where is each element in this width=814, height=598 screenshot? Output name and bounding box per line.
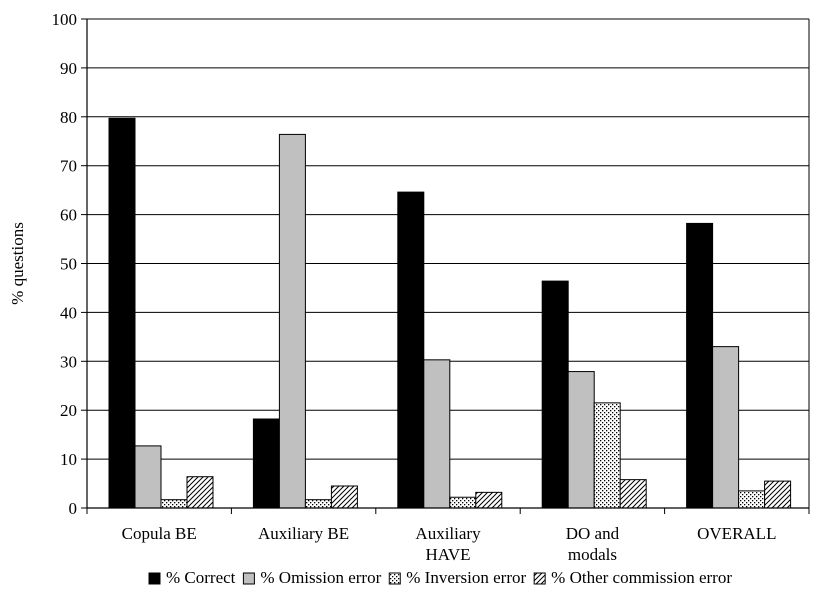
y-tick-label: 70	[60, 157, 77, 176]
legend-label: % Correct	[166, 568, 236, 587]
y-tick-label: 80	[60, 108, 77, 127]
x-category-label: DO and	[566, 524, 620, 543]
y-tick-label: 10	[60, 450, 77, 469]
y-tick-labels: 0 10 20 30 40 50 60 70 80 90 100	[52, 10, 78, 518]
x-category-label: HAVE	[425, 545, 470, 564]
bar	[712, 346, 740, 509]
bar	[686, 222, 714, 509]
x-category-label: Copula BE	[122, 524, 197, 543]
legend-swatch	[242, 572, 255, 585]
bar	[593, 402, 621, 509]
y-tick-label: 90	[60, 59, 77, 78]
y-tick-label: 100	[52, 10, 78, 29]
y-tick-label: 60	[60, 206, 77, 225]
bar	[134, 445, 162, 509]
bar	[330, 485, 358, 509]
axes	[81, 18, 810, 514]
x-category-label: Auxiliary BE	[258, 524, 349, 543]
bar	[186, 476, 214, 509]
y-tick-label: 30	[60, 352, 77, 371]
x-category-label: Auxiliary	[415, 524, 481, 543]
legend-swatch	[388, 572, 401, 585]
bar	[764, 480, 792, 509]
legend-label: % Omission error	[260, 568, 381, 587]
legend: % Correct % Omission error % Inversion err…	[148, 568, 732, 587]
bar	[619, 479, 647, 509]
bars	[108, 117, 792, 509]
bar	[304, 499, 332, 509]
x-category-labels: Copula BE Auxiliary BE Auxiliary HAVE DO and…	[122, 524, 777, 564]
x-category-label: OVERALL	[697, 524, 776, 543]
x-category-label: modals	[568, 545, 617, 564]
bar	[278, 133, 306, 509]
legend-swatch	[533, 572, 546, 585]
y-tick-label: 0	[69, 499, 78, 518]
legend-label: % Other commission error	[551, 568, 732, 587]
y-axis-label: % questions	[8, 222, 27, 305]
bar	[423, 359, 451, 509]
y-tick-label: 50	[60, 255, 77, 274]
bar	[738, 490, 766, 509]
bar	[397, 191, 425, 509]
legend-label: % Inversion error	[406, 568, 526, 587]
legend-swatch	[148, 572, 161, 585]
bar	[567, 371, 595, 509]
bar	[541, 280, 569, 509]
y-tick-label: 20	[60, 401, 77, 420]
bar	[449, 496, 477, 509]
bar	[160, 499, 188, 509]
gridlines	[87, 18, 809, 460]
y-tick-label: 40	[60, 303, 77, 322]
bar	[252, 418, 280, 509]
bar	[475, 491, 503, 509]
bar	[108, 117, 136, 509]
